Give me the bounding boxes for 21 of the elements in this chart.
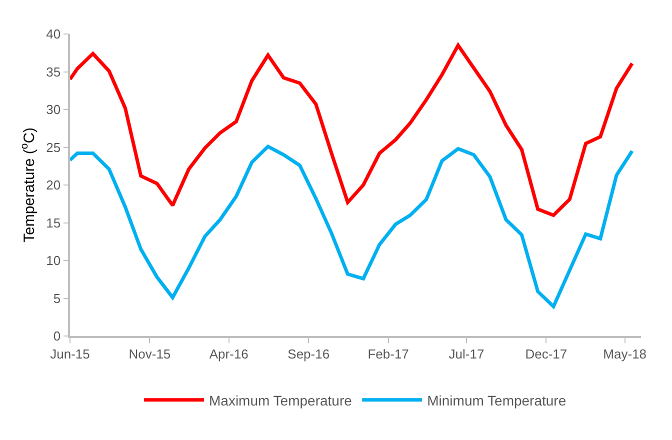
y-tick-label: 10: [46, 253, 61, 268]
x-tick-label: Sep-16: [288, 346, 330, 362]
y-tick-label: 40: [46, 26, 61, 42]
x-tick-label: Nov-15: [128, 346, 171, 362]
y-tick-label: 15: [46, 215, 61, 230]
y-tick-label: 35: [46, 64, 61, 80]
x-tick-label: Jun-15: [50, 346, 90, 362]
y-tick-label: 30: [46, 102, 61, 118]
y-tick-label: 0: [53, 328, 61, 344]
line-series: [70, 144, 634, 308]
x-tick-label: Apr-16: [209, 346, 248, 362]
legend-label: Minimum Temperature: [427, 392, 566, 408]
x-tick-label: Feb-17: [368, 346, 409, 362]
y-tick-label: 20: [46, 178, 61, 193]
x-tick-label: Jul-17: [448, 346, 484, 362]
x-tick-label: May-18: [603, 346, 647, 362]
y-tick-label: 25: [46, 140, 61, 155]
x-tick-label: Dec-17: [525, 346, 568, 362]
y-tick-label: 5: [53, 290, 61, 306]
legend-label: Maximum Temperature: [209, 392, 352, 408]
line-series: [70, 44, 634, 217]
